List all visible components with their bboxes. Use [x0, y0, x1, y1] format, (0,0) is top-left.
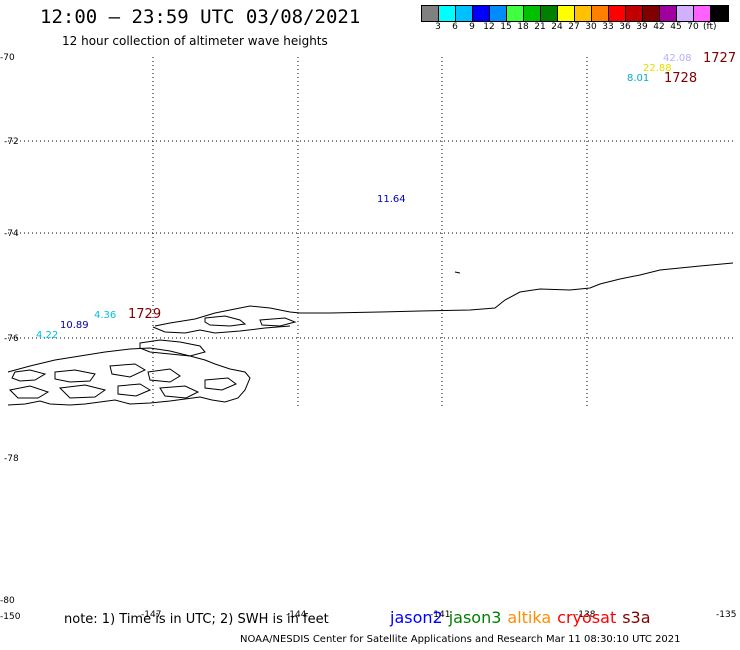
observation-value: 42.08	[663, 53, 692, 64]
lon-label: -138	[575, 610, 596, 620]
color-scale-label: 70	[687, 22, 699, 32]
satellite-legend: jason2 jason3 altika cryosat s3a	[390, 608, 657, 627]
color-swatch	[711, 6, 728, 21]
color-swatch	[626, 6, 643, 21]
color-scale-label: 45	[670, 22, 682, 32]
observation-value: 8.01	[627, 73, 649, 84]
observation-value: 4.36	[94, 310, 116, 321]
color-swatch	[677, 6, 694, 21]
lon-label: -141	[430, 610, 450, 620]
observation-value: 10.89	[60, 320, 89, 331]
color-swatch	[660, 6, 677, 21]
lon-label: -150	[0, 612, 21, 622]
lat-label: -76	[4, 334, 19, 344]
color-scale-label: 3	[435, 22, 441, 32]
lat-label: -74	[4, 229, 19, 239]
color-scale-bar	[421, 5, 729, 22]
pass-number: 1728	[664, 71, 697, 86]
color-swatch	[524, 6, 541, 21]
color-scale-label: 15	[500, 22, 512, 32]
pass-number: 1729	[128, 307, 161, 322]
color-swatch	[609, 6, 626, 21]
color-swatch	[541, 6, 558, 21]
color-scale-label: 42	[653, 22, 665, 32]
longitude-labels: -150 -147 -144 -141 -138 -135	[0, 610, 736, 622]
color-scale-label: 27	[568, 22, 580, 32]
color-swatch	[456, 6, 473, 21]
color-swatch	[507, 6, 524, 21]
color-scale-label: 12	[483, 22, 495, 32]
observation-values: 42.08 22.88 8.01 11.64 4.36 10.89 4.22	[36, 53, 692, 341]
lat-label: -78	[4, 454, 19, 464]
observation-value: 22.88	[643, 63, 672, 74]
map-grid	[8, 57, 733, 408]
color-scale-label: 24	[551, 22, 563, 32]
color-swatch	[643, 6, 660, 21]
color-swatch	[439, 6, 456, 21]
lat-label: -72	[4, 137, 19, 147]
color-scale-label: 9	[469, 22, 475, 32]
color-scale-label: 18	[517, 22, 529, 32]
satellite-jason3: jason3	[448, 608, 502, 627]
color-scale-label: 21	[534, 22, 546, 32]
color-swatch	[575, 6, 592, 21]
pass-labels: 1727 1728 1729	[128, 51, 736, 322]
satellite-altika: altika	[507, 608, 552, 627]
color-scale-label: 33	[602, 22, 614, 32]
observation-value: 4.22	[36, 330, 58, 341]
lat-label: -80	[0, 596, 15, 606]
color-swatch	[694, 6, 711, 21]
color-scale-label: 6	[452, 22, 458, 32]
color-scale-label: 30	[585, 22, 597, 32]
map-title: 12:00 – 23:59 UTC 03/08/2021	[40, 6, 361, 28]
lon-label: -135	[716, 610, 736, 620]
coastline	[7, 262, 734, 406]
credit-line: NOAA/NESDIS Center for Satellite Applica…	[240, 634, 681, 645]
map-subtitle: 12 hour collection of altimeter wave hei…	[62, 34, 328, 48]
lon-label: -147	[141, 610, 161, 620]
observation-value: 11.64	[377, 194, 406, 205]
color-swatch	[592, 6, 609, 21]
lat-label: -70	[0, 53, 15, 63]
footer-note: note: 1) Time is in UTC; 2) SWH is in fe…	[64, 612, 329, 627]
color-scale-label: 39	[636, 22, 648, 32]
color-swatch	[490, 6, 507, 21]
satellite-jason2: jason2	[390, 608, 443, 627]
latitude-labels: -70 -72 -74 -76 -78 -80	[0, 53, 19, 606]
color-swatch	[473, 6, 490, 21]
lon-label: -144	[286, 610, 307, 620]
color-scale-label: 36	[619, 22, 631, 32]
color-swatch	[558, 6, 575, 21]
satellite-s3a: s3a	[622, 608, 651, 627]
satellite-cryosat: cryosat	[557, 608, 617, 627]
color-scale-unit: (ft)	[703, 22, 717, 32]
pass-number: 1727	[703, 51, 736, 66]
color-swatch	[422, 6, 439, 21]
